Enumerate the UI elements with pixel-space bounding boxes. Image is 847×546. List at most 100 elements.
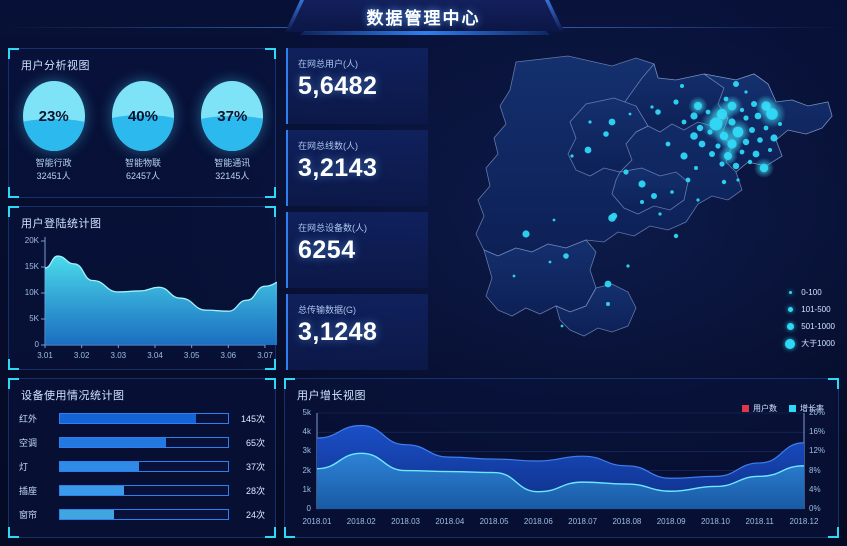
right-axis-tick-label: 16%: [809, 427, 826, 437]
gauge-circle: 37%: [201, 81, 264, 151]
x-axis-tick-label: 2018.04: [435, 517, 465, 526]
gauge-circle: 40%: [111, 81, 174, 151]
corner-bracket-icon: [265, 527, 276, 538]
left-axis-tick-label: 0: [306, 504, 311, 513]
panel-title-login-chart: 用户登陆统计图: [21, 218, 102, 230]
map-legend-dot-icon: [786, 323, 794, 330]
kpi-label: 总传输数据(G): [298, 305, 356, 315]
device-bar-row[interactable]: 红外 145次: [9, 407, 275, 429]
device-bar-fill: [60, 413, 197, 423]
kpi-card-1[interactable]: 在网总用户(人) 5,6482: [286, 48, 428, 124]
x-axis-tick-label: 2018.01: [302, 517, 332, 526]
y-axis-tick-label: 10K: [24, 288, 39, 297]
gauge-percent: 37%: [217, 107, 248, 125]
user-gauge-2[interactable]: 40% 智能物联 62457人: [105, 81, 181, 182]
left-axis-tick-label: 5k: [302, 408, 311, 417]
kpi-value: 6254: [298, 236, 356, 264]
device-bar-row[interactable]: 空调 65次: [9, 431, 275, 453]
app-header: 数据管理中心: [0, 0, 847, 38]
x-axis-tick-label: 3.06: [220, 351, 237, 360]
corner-bracket-icon: [8, 206, 19, 217]
device-bar-track: [59, 484, 229, 496]
x-axis-tick-label: 2018.03: [391, 517, 420, 526]
device-bar-row[interactable]: 插座 28次: [9, 479, 275, 501]
device-bar-list: 红外 145次空调 65次灯 37次插座 28次窗帘 24次: [9, 407, 275, 527]
kpi-card-4[interactable]: 总传输数据(G) 3,1248: [286, 294, 428, 370]
map-legend-dot-icon: [788, 291, 792, 294]
corner-bracket-icon: [265, 187, 276, 198]
kpi-value: 5,6482: [298, 72, 378, 100]
y-axis-tick-label: 5K: [29, 314, 39, 323]
user-gauge-3[interactable]: 37% 智能通讯 32145人: [194, 81, 270, 182]
x-axis-tick-label: 3.04: [147, 351, 163, 360]
x-axis-tick-label: 2018.10: [700, 517, 730, 526]
x-axis-tick-label: 2018.11: [745, 517, 774, 526]
kpi-card-3[interactable]: 在网总设备数(人) 6254: [286, 212, 428, 288]
gauge-wave: [22, 119, 85, 151]
map-data-points: [512, 81, 786, 328]
panel-title-device-usage: 设备使用情况统计图: [21, 390, 125, 402]
gauge-label: 智能行政: [35, 158, 72, 168]
x-axis-tick-label: 3.01: [37, 351, 53, 360]
gauge-count: 32451人: [36, 171, 71, 182]
map-legend-label: 大于1000: [801, 339, 835, 348]
device-bar-value: 37次: [245, 461, 265, 472]
user-gauge-1[interactable]: 23% 智能行政 32451人: [16, 81, 92, 182]
device-bar-fill: [60, 485, 124, 495]
growth-legend-item-1[interactable]: 用户数: [742, 403, 777, 414]
device-bar-label: 插座: [19, 485, 38, 496]
device-bar-value: 28次: [245, 485, 265, 496]
device-bar-label: 红外: [19, 413, 38, 424]
device-bar-row[interactable]: 窗帘 24次: [9, 503, 275, 525]
device-bar-fill: [60, 509, 114, 519]
map-legend-label: 0-100: [801, 288, 822, 297]
legend-swatch-icon: [742, 405, 749, 412]
device-bar-label: 空调: [19, 437, 38, 448]
x-axis-tick-label: 3.03: [110, 351, 127, 360]
legend-label: 用户数: [753, 404, 777, 413]
corner-bracket-icon: [8, 48, 19, 59]
x-axis-tick-label: 2018.05: [479, 517, 509, 526]
corner-bracket-icon: [284, 378, 295, 389]
x-axis-tick-label: 3.02: [73, 351, 90, 360]
map-svg: [475, 55, 833, 337]
map-legend-item-1: 0-100: [779, 284, 835, 301]
header-underline: [300, 31, 550, 35]
x-axis-tick-label: 2018.12: [789, 517, 819, 526]
growth-legend-item-2[interactable]: 增长率: [789, 403, 824, 414]
distribution-map[interactable]: 0-100 101-500 501-1000 大于1000: [436, 44, 847, 376]
y-axis-tick-label: 15K: [24, 262, 39, 271]
x-axis-tick-label: 3.07: [257, 351, 273, 360]
map-legend-label: 101-500: [801, 305, 831, 314]
header-rule-right: [557, 27, 847, 28]
x-axis-tick-label: 2018.07: [568, 517, 598, 526]
map-legend-item-4: 大于1000: [779, 335, 835, 352]
corner-bracket-icon: [265, 378, 276, 389]
left-axis-tick-label: 3k: [302, 446, 311, 456]
device-bar-fill: [60, 461, 139, 471]
right-axis-tick-label: 8%: [809, 465, 821, 475]
corner-bracket-icon: [265, 206, 276, 217]
panel-user-analysis: 用户分析视图 23% 智能行政 32451人 40% 智能物联 62457人 37% 智能通讯…: [8, 48, 276, 198]
right-axis-tick-label: 20%: [809, 408, 826, 417]
device-bar-value: 24次: [245, 509, 265, 520]
device-bar-label: 窗帘: [19, 509, 38, 520]
kpi-value: 3,2143: [298, 154, 378, 182]
kpi-label: 在网总设备数(人): [298, 223, 367, 233]
corner-bracket-icon: [828, 378, 839, 389]
gauge-circle: 23%: [22, 81, 85, 151]
panel-login-chart: 用户登陆统计图 0 5K 10K 15K 20K 3.01 3.02 3.03 3.04 3.05…: [8, 206, 302, 370]
kpi-label: 在网总线数(人): [298, 141, 358, 151]
left-axis-tick-label: 2k: [302, 465, 311, 475]
kpi-card-2[interactable]: 在网总线数(人) 3,2143: [286, 130, 428, 206]
x-axis-tick-label: 2018.06: [523, 517, 553, 526]
y-axis-tick-label: 0: [34, 340, 39, 349]
panel-title-user-analysis: 用户分析视图: [21, 60, 90, 72]
gauge-count: 32145人: [215, 171, 250, 182]
device-bar-row[interactable]: 灯 37次: [9, 455, 275, 477]
device-bar-value: 65次: [245, 437, 265, 448]
kpi-value: 3,1248: [298, 318, 378, 346]
growth-chart-legend[interactable]: 用户数 增长率: [742, 403, 824, 414]
legend-swatch-icon: [789, 405, 796, 412]
corner-bracket-icon: [265, 48, 276, 59]
